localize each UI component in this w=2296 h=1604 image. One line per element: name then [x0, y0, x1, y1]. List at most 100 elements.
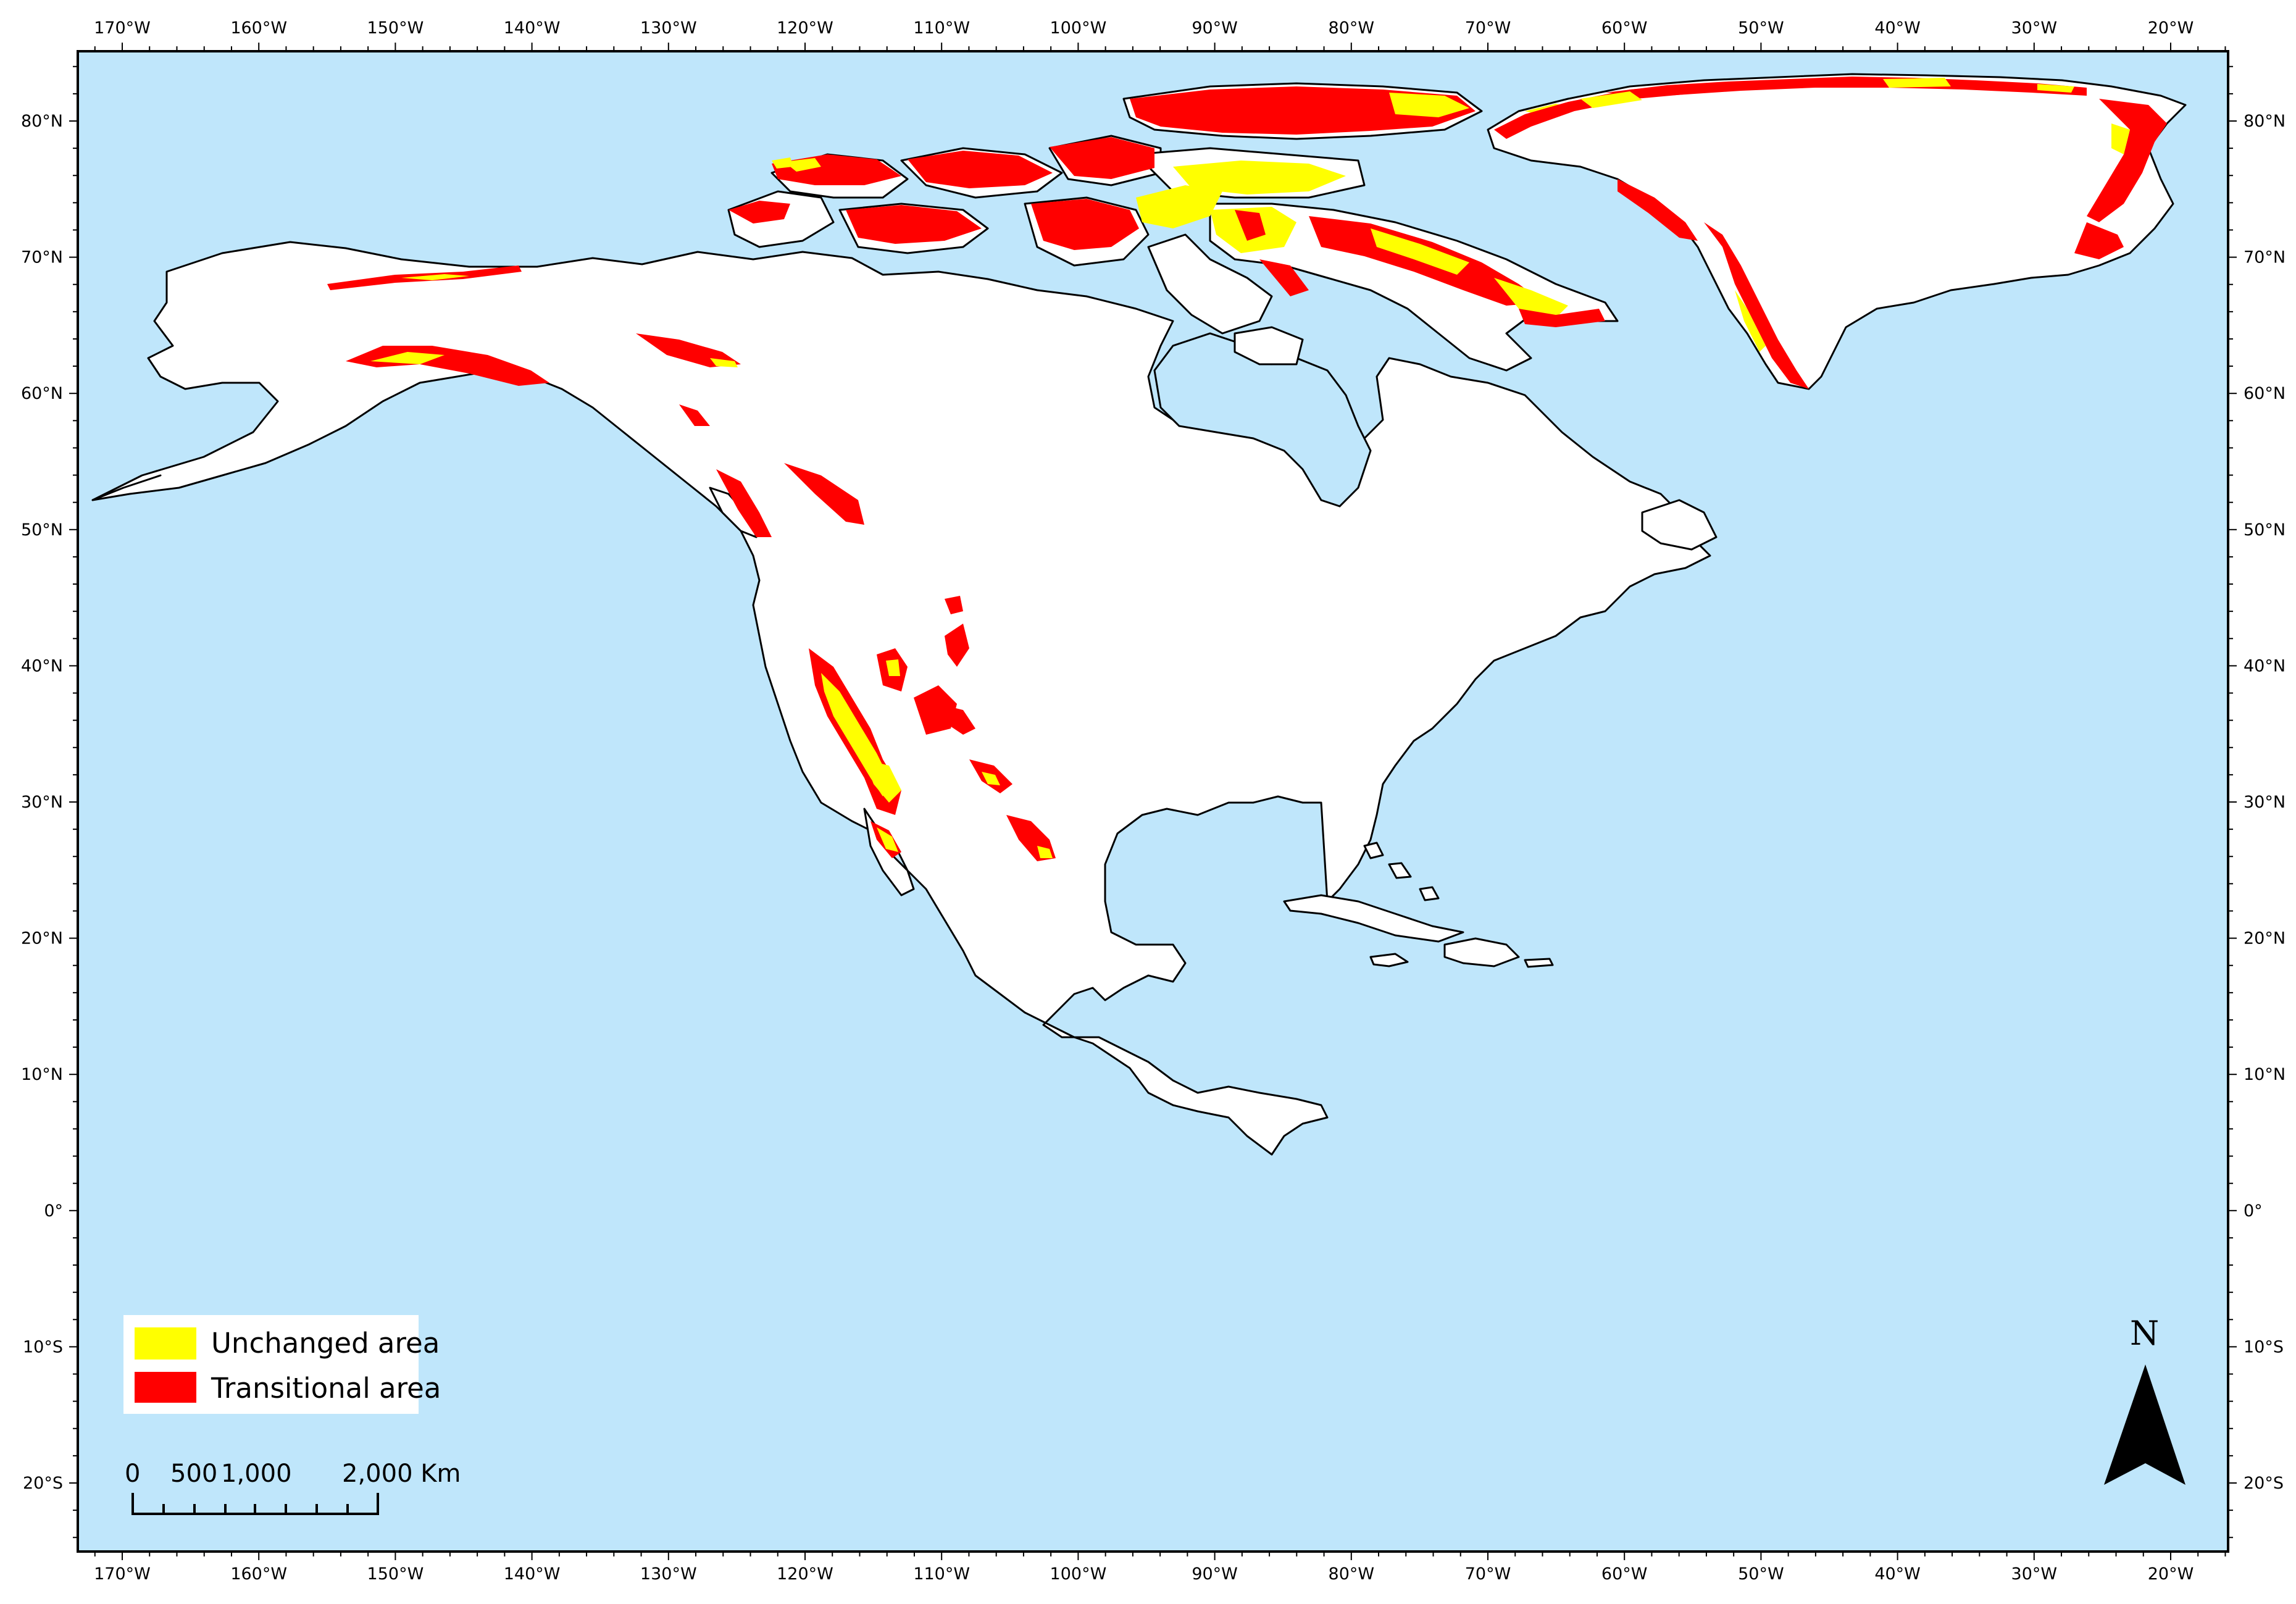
- longitude-label: 110°W: [913, 19, 970, 38]
- latitude-label: 50°N: [2244, 520, 2286, 540]
- longitude-label: 80°W: [1329, 1564, 1375, 1584]
- transitional-area-patch: [1031, 199, 1139, 250]
- latitude-label: 0°: [2244, 1201, 2263, 1221]
- transitional-area-patch: [1235, 210, 1266, 241]
- longitude-label: 60°W: [1601, 1564, 1648, 1584]
- unchanged-area-patch: [1883, 78, 1951, 88]
- longitude-label: 160°W: [230, 19, 287, 38]
- unchanged-area-patch: [401, 274, 469, 280]
- longitude-label: 100°W: [1050, 19, 1107, 38]
- newfoundland-island: [1641, 499, 1718, 551]
- unchanged-area-patch: [1371, 228, 1469, 275]
- scale-label-0: 0: [125, 1460, 140, 1488]
- latitude-label: 10°N: [21, 1065, 63, 1084]
- latitude-label: 10°N: [2244, 1065, 2286, 1084]
- latitude-label: 0°: [44, 1201, 63, 1221]
- longitude-label: 110°W: [913, 1564, 970, 1584]
- latitude-labels-right: 80°N 70°N 60°N 50°N 40°N 30°N 20°N 10°N 0° 10°S 20…: [2244, 112, 2286, 1493]
- transitional-area-patch: [1605, 77, 2087, 96]
- transitional-area-patch: [1259, 259, 1309, 296]
- jamaica-island: [1369, 953, 1409, 967]
- longitude-label: 30°W: [2011, 19, 2058, 38]
- habitat-overlay: [327, 77, 2167, 861]
- latitude-label: 10°S: [23, 1337, 63, 1356]
- latitude-label: 30°N: [21, 793, 63, 812]
- latitude-label: 20°S: [23, 1474, 63, 1493]
- latitude-label: 70°N: [21, 248, 63, 267]
- longitude-label: 170°W: [94, 1564, 151, 1584]
- unchanged-area-patch: [864, 759, 901, 803]
- transitional-area-patch: [1050, 137, 1154, 179]
- unchanged-area-patch: [784, 158, 821, 172]
- longitude-label: 60°W: [1601, 19, 1648, 38]
- transitional-area-patch: [679, 404, 710, 426]
- longitude-label: 140°W: [504, 19, 561, 38]
- latitude-label: 30°N: [2244, 793, 2286, 812]
- scale-bar: 0 500 1,000 2,000 Km: [125, 1460, 461, 1515]
- unchanged-area-patch: [772, 157, 793, 169]
- longitude-label: 40°W: [1874, 19, 1921, 38]
- latitude-label: 40°N: [2244, 656, 2286, 675]
- longitude-label: 170°W: [94, 19, 151, 38]
- longitude-label: 30°W: [2011, 1564, 2058, 1584]
- north-arrow-label: N: [2130, 1314, 2159, 1353]
- longitude-label: 130°W: [640, 1564, 697, 1584]
- unchanged-area-patch: [1037, 846, 1053, 858]
- latitude-label: 50°N: [21, 520, 63, 540]
- bahamas-island: [1363, 842, 1384, 859]
- north-arrow-icon: [2104, 1364, 2185, 1485]
- unchanged-area-patch: [886, 659, 900, 676]
- transitional-area-patch: [1618, 179, 1698, 241]
- longitude-label: 70°W: [1465, 19, 1511, 38]
- transitional-area-patch: [945, 624, 969, 667]
- longitude-label: 40°W: [1874, 1564, 1921, 1584]
- longitude-label: 120°W: [777, 19, 833, 38]
- legend-label-transitional: Transitional area: [211, 1372, 441, 1405]
- unchanged-area-patch: [370, 352, 445, 364]
- transitional-area-patch: [908, 151, 1053, 188]
- unchanged-area-patch: [1389, 93, 1469, 117]
- greenland-landmass: [1487, 73, 2187, 390]
- legend-swatch-transitional: [135, 1372, 196, 1403]
- latitude-label: 80°N: [21, 112, 63, 131]
- unchanged-area-patch: [1494, 278, 1568, 318]
- longitude-label: 150°W: [367, 19, 424, 38]
- latitude-label: 40°N: [21, 656, 63, 675]
- longitude-label: 120°W: [777, 1564, 833, 1584]
- unchanged-area-patch: [1173, 161, 1346, 194]
- scale-bar-line: [131, 1493, 379, 1515]
- legend: Unchanged area Transitional area: [123, 1315, 441, 1414]
- north-arrow: N: [2104, 1314, 2185, 1485]
- latitude-label: 70°N: [2244, 248, 2286, 267]
- longitude-label: 90°W: [1192, 1564, 1238, 1584]
- longitude-label: 160°W: [230, 1564, 287, 1584]
- southampton-island: [1234, 326, 1304, 365]
- unchanged-area-patch: [2111, 123, 2130, 154]
- longitude-label: 50°W: [1738, 19, 1784, 38]
- transitional-area-patch: [938, 704, 975, 735]
- longitude-label: 50°W: [1738, 1564, 1784, 1584]
- longitude-label: 20°W: [2148, 19, 2194, 38]
- longitude-label: 140°W: [504, 1564, 561, 1584]
- transitional-area-patch: [728, 201, 790, 223]
- scale-label-2000: 2,000 Km: [342, 1460, 461, 1488]
- bahamas-island: [1388, 862, 1412, 879]
- scale-label-500: 500: [170, 1460, 217, 1488]
- latitude-label: 20°N: [21, 929, 63, 948]
- unchanged-area-patch: [1735, 290, 1766, 352]
- unchanged-area-patch: [1136, 185, 1222, 228]
- alaska-peninsula: [91, 474, 162, 501]
- unchanged-area-patch: [982, 772, 1000, 785]
- cuba-island: [1283, 894, 1464, 943]
- scale-label-1000: 1,000: [221, 1460, 292, 1488]
- transitional-area-patch: [716, 469, 772, 537]
- puerto-rico-island: [1524, 958, 1554, 968]
- graticule-ticks: [69, 43, 2237, 1560]
- longitude-label: 80°W: [1329, 19, 1375, 38]
- longitude-labels-top: 170°W 160°W 150°W 140°W 130°W 120°W 110°W 100°W…: [94, 19, 2194, 38]
- latitude-label: 20°N: [2244, 929, 2286, 948]
- transitional-area-patch: [945, 596, 963, 614]
- transitional-area-patch: [2074, 222, 2124, 259]
- unchanged-area-patch: [877, 827, 898, 852]
